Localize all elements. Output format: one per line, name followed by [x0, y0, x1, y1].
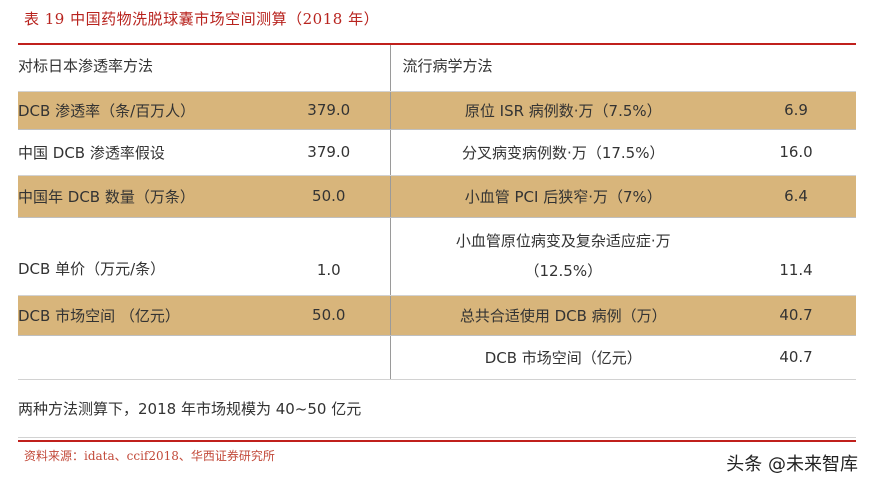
table-row: DCB 市场空间 （亿元） 50.0 总共合适使用 DCB 病例（万） 40.7	[18, 295, 857, 336]
table-row: DCB 渗透率（条/百万人） 379.0 原位 ISR 病例数·万（7.5%） …	[18, 91, 857, 130]
left-value: 1.0	[268, 217, 391, 296]
right-value: 16.0	[736, 129, 857, 176]
watermark: 头条 @未来智库	[726, 450, 858, 476]
table-row: 中国 DCB 渗透率假设 379.0 分叉病变病例数·万（17.5%） 16.0	[18, 129, 857, 176]
right-label: 总共合适使用 DCB 病例（万）	[390, 295, 737, 336]
bottom-rule	[18, 440, 856, 442]
left-label: DCB 单价（万元/条）	[18, 217, 268, 296]
right-label-line2: （12.5%）	[524, 262, 603, 280]
table-row: DCB 单价（万元/条） 1.0 小血管原位病变及复杂适应症·万 （12.5%）…	[18, 217, 857, 296]
right-label: DCB 市场空间（亿元）	[390, 335, 737, 380]
left-label: 中国年 DCB 数量（万条）	[18, 175, 268, 218]
source-note: 资料来源：idata、ccif2018、华西证券研究所	[24, 449, 275, 463]
left-value: 379.0	[268, 91, 391, 130]
table-footer-note: 两种方法测算下，2018 年市场规模为 40~50 亿元	[18, 379, 857, 438]
table-header-row: 对标日本渗透率方法 流行病学方法	[18, 45, 857, 92]
right-value: 6.4	[736, 175, 857, 218]
header-left-method: 对标日本渗透率方法	[18, 45, 391, 92]
watermark-text: 头条 @未来智库	[726, 454, 858, 475]
left-label: DCB 市场空间 （亿元）	[18, 295, 268, 336]
table-footer-row: 两种方法测算下，2018 年市场规模为 40~50 亿元	[18, 379, 857, 438]
left-value	[268, 335, 391, 380]
right-label: 分叉病变病例数·万（17.5%）	[390, 129, 737, 176]
right-label-multiline: 小血管原位病变及复杂适应症·万 （12.5%）	[390, 217, 737, 296]
header-right-method: 流行病学方法	[390, 45, 857, 92]
table-row: DCB 市场空间（亿元） 40.7	[18, 335, 857, 380]
left-label: 中国 DCB 渗透率假设	[18, 129, 268, 176]
right-value: 6.9	[736, 91, 857, 130]
right-value: 11.4	[736, 217, 857, 296]
right-label: 原位 ISR 病例数·万（7.5%）	[390, 91, 737, 130]
left-value: 50.0	[268, 295, 391, 336]
market-estimate-table: 对标日本渗透率方法 流行病学方法 DCB 渗透率（条/百万人） 379.0 原位…	[18, 45, 857, 438]
top-rule	[18, 43, 856, 45]
table-title: 表 19 中国药物洗脱球囊市场空间测算（2018 年）	[24, 10, 380, 28]
left-value: 50.0	[268, 175, 391, 218]
table-row: 中国年 DCB 数量（万条） 50.0 小血管 PCI 后狭窄·万（7%） 6.…	[18, 175, 857, 218]
right-value: 40.7	[736, 335, 857, 380]
left-label: DCB 渗透率（条/百万人）	[18, 91, 268, 130]
right-value: 40.7	[736, 295, 857, 336]
right-label: 小血管 PCI 后狭窄·万（7%）	[390, 175, 737, 218]
left-label	[18, 335, 268, 380]
right-label-line1: 小血管原位病变及复杂适应症·万	[455, 232, 671, 250]
left-value: 379.0	[268, 129, 391, 176]
